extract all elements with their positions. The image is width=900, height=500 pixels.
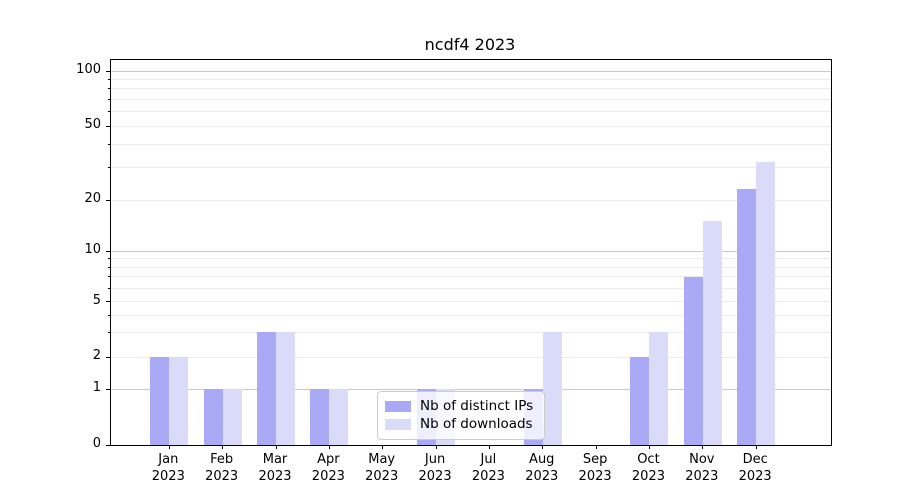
bar-distinct-ips-feb xyxy=(203,389,223,445)
bar-distinct-ips-mar xyxy=(257,332,276,445)
y-tick-label-100: 100 xyxy=(76,62,101,77)
x-tick-label-oct: Oct 2023 xyxy=(631,452,665,484)
x-tick-label-may: May 2023 xyxy=(365,452,399,484)
y-minor-tick-4 xyxy=(108,314,110,316)
legend-row-downloads: Nb of downloads xyxy=(385,415,537,433)
y-tick-label-50: 50 xyxy=(84,117,101,132)
gridline-y-3 xyxy=(111,331,831,333)
bar-downloads-oct xyxy=(649,332,669,445)
y-minor-tick-7 xyxy=(108,276,110,278)
gridline-y-20 xyxy=(111,199,831,201)
x-tick-nov xyxy=(702,445,704,449)
gridline-y-40 xyxy=(111,143,831,145)
x-tick-label-mar: Mar 2023 xyxy=(258,452,292,484)
y-minor-tick-8 xyxy=(108,266,110,268)
x-tick-label-jan: Jan 2023 xyxy=(151,452,185,484)
y-minor-tick-6 xyxy=(108,287,110,289)
y-tick-label-20: 20 xyxy=(84,191,101,206)
y-tick-1 xyxy=(106,388,110,390)
legend-swatch-downloads xyxy=(385,418,411,430)
gridline-y-8 xyxy=(111,266,831,268)
y-tick-5 xyxy=(106,301,110,302)
x-tick-jan xyxy=(168,445,170,449)
y-minor-tick-9 xyxy=(108,258,110,260)
gridline-y-2 xyxy=(111,356,831,358)
legend-row-distinct-ips: Nb of distinct IPs xyxy=(385,397,537,415)
x-tick-label-sep: Sep 2023 xyxy=(578,452,612,484)
x-tick-jul xyxy=(488,445,490,449)
gridline-y-1 xyxy=(111,388,831,390)
y-tick-label-2: 2 xyxy=(92,348,101,363)
y-tick-10 xyxy=(106,250,110,252)
y-minor-tick-90 xyxy=(108,78,110,80)
legend: Nb of distinct IPs Nb of downloads xyxy=(377,391,545,440)
gridline-y-70 xyxy=(111,98,831,100)
x-tick-apr xyxy=(328,445,330,449)
y-tick-20 xyxy=(106,199,110,201)
x-tick-may xyxy=(382,445,384,449)
x-tick-label-jun: Jun 2023 xyxy=(418,452,452,484)
x-tick-label-feb: Feb 2023 xyxy=(205,452,239,484)
y-tick-label-1: 1 xyxy=(92,380,101,395)
x-tick-label-apr: Apr 2023 xyxy=(311,452,345,484)
gridline-y-10 xyxy=(111,250,831,252)
gridline-y-100 xyxy=(111,70,831,72)
bar-downloads-nov xyxy=(702,221,722,445)
bar-downloads-feb xyxy=(222,389,242,445)
bar-distinct-ips-apr xyxy=(310,389,330,445)
x-tick-label-aug: Aug 2023 xyxy=(525,452,559,484)
x-tick-label-nov: Nov 2023 xyxy=(685,452,719,484)
y-tick-100 xyxy=(106,70,110,72)
x-tick-aug xyxy=(542,445,544,449)
bar-downloads-apr xyxy=(329,389,349,445)
legend-label-downloads: Nb of downloads xyxy=(420,416,533,432)
x-tick-label-dec: Dec 2023 xyxy=(738,452,772,484)
gridline-y-80 xyxy=(111,88,831,90)
x-tick-jun xyxy=(435,445,437,449)
bar-downloads-dec xyxy=(756,162,776,445)
y-tick-0 xyxy=(106,444,110,446)
gridline-y-50 xyxy=(111,125,831,127)
gridline-y-9 xyxy=(111,258,831,260)
gridline-y-30 xyxy=(111,166,831,168)
x-tick-sep xyxy=(595,445,597,449)
legend-swatch-distinct-ips xyxy=(385,400,411,412)
bar-downloads-aug xyxy=(542,332,562,445)
y-tick-label-0: 0 xyxy=(92,436,101,451)
gridline-y-5 xyxy=(111,301,831,302)
gridline-y-4 xyxy=(111,314,831,316)
plot-area xyxy=(106,59,832,449)
bar-downloads-mar xyxy=(276,332,295,445)
gridline-y-90 xyxy=(111,78,831,80)
y-tick-label-10: 10 xyxy=(84,242,101,257)
y-minor-tick-60 xyxy=(108,111,110,113)
y-minor-tick-3 xyxy=(108,331,110,333)
x-tick-oct xyxy=(648,445,650,449)
x-tick-mar xyxy=(275,445,277,449)
y-tick-50 xyxy=(106,125,110,127)
bar-downloads-jan xyxy=(169,357,189,445)
y-minor-tick-30 xyxy=(108,166,110,168)
x-tick-feb xyxy=(222,445,224,449)
y-minor-tick-40 xyxy=(108,143,110,145)
gridline-y-6 xyxy=(111,287,831,289)
y-minor-tick-80 xyxy=(108,88,110,90)
x-tick-dec xyxy=(755,445,757,449)
y-tick-label-5: 5 xyxy=(92,292,101,308)
bar-distinct-ips-nov xyxy=(683,276,703,445)
gridline-y-7 xyxy=(111,276,831,278)
bar-distinct-ips-dec xyxy=(737,188,757,445)
gridline-y-60 xyxy=(111,111,831,113)
y-tick-2 xyxy=(106,356,110,358)
x-tick-label-jul: Jul 2023 xyxy=(471,452,505,484)
bar-distinct-ips-oct xyxy=(630,357,650,445)
chart-title: ncdf4 2023 xyxy=(424,35,516,54)
legend-label-distinct-ips: Nb of distinct IPs xyxy=(420,398,534,414)
bar-distinct-ips-jan xyxy=(150,357,170,445)
y-minor-tick-70 xyxy=(108,98,110,100)
